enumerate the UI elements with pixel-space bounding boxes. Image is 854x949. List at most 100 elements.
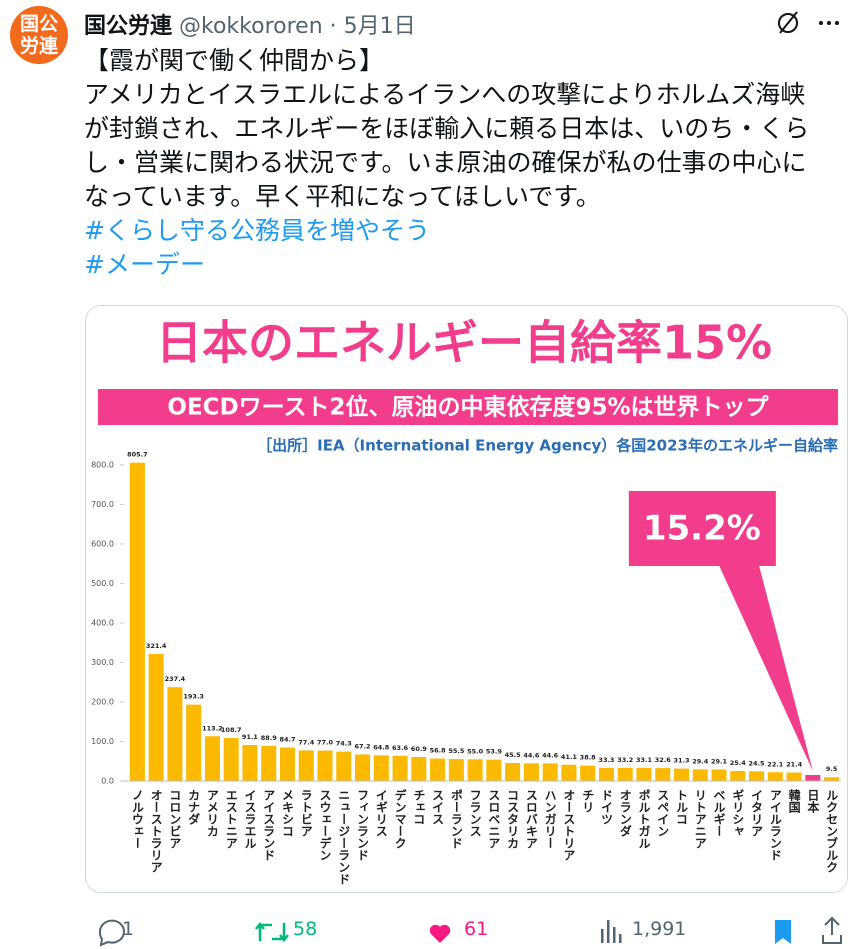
y-tick-label: 200.0 [91, 697, 114, 706]
value-label: 32.6 [655, 756, 672, 764]
repost-icon[interactable] [255, 921, 289, 943]
bar [448, 759, 464, 781]
x-tick-label: オーストラリア [149, 789, 163, 873]
bar [561, 764, 577, 781]
bar [674, 768, 690, 781]
x-tick-label: リトアニア [693, 789, 707, 849]
value-label: 53.9 [486, 748, 503, 756]
bar [467, 759, 483, 781]
display-name[interactable]: 国公労連 [84, 14, 173, 39]
body-line: 【霞が関で働く仲間から】 [84, 46, 385, 75]
bar [580, 765, 596, 781]
bar [204, 736, 220, 781]
hashtag[interactable]: #くらし守る公務員を増やそう [84, 216, 430, 245]
bar [711, 769, 727, 781]
value-label: 77.4 [298, 738, 315, 746]
callout-pointer [718, 565, 813, 771]
value-label: 64.8 [373, 743, 390, 751]
y-tick-label: 400.0 [91, 618, 114, 627]
view-count: 1,991 [632, 918, 687, 940]
y-tick-label: 500.0 [91, 579, 114, 588]
x-tick-label: ハンガリー [543, 789, 557, 849]
hashtag[interactable]: #メーデー [84, 250, 205, 279]
x-tick-label: アイルランド [768, 789, 782, 861]
value-label: 805.7 [127, 451, 148, 459]
value-label: 77.0 [317, 739, 334, 747]
bar [486, 759, 502, 781]
tweet-body: 【霞が関で働く仲間から】 アメリカとイスラエルによるイランへの攻撃によりホルムズ海… [84, 44, 809, 282]
like-icon[interactable] [429, 924, 451, 943]
value-label: 21.4 [786, 761, 803, 769]
more-icon[interactable] [819, 21, 839, 25]
x-tick-label: エストニア [224, 789, 238, 849]
value-label: 38.8 [580, 754, 597, 762]
value-label: 29.4 [692, 757, 709, 765]
bar [617, 767, 633, 781]
bar [692, 769, 708, 781]
chart-source: ［出所］IEA（International Energy Agency）各国20… [257, 437, 838, 455]
x-tick-label: ルクセンブルク [825, 789, 839, 873]
bar [355, 754, 371, 781]
x-tick-label: フランス [468, 789, 482, 837]
bar [505, 763, 521, 781]
bar [749, 771, 765, 781]
views-icon[interactable] [601, 920, 622, 943]
tweet-header: 国公労連 @kokkororen · 5月1日 [84, 8, 416, 40]
bar [392, 755, 408, 781]
bar [805, 774, 821, 781]
x-tick-label: デンマーク [393, 788, 407, 849]
value-label: 25.4 [730, 759, 747, 767]
value-label: 55.5 [448, 747, 465, 755]
date[interactable]: 5月1日 [343, 14, 416, 39]
bar [336, 751, 352, 781]
x-tick-label: アイスランド [262, 789, 276, 861]
value-label: 108.7 [221, 726, 242, 734]
value-label: 63.6 [392, 744, 409, 752]
bar [767, 772, 783, 781]
separator: · [329, 14, 337, 39]
bar [186, 704, 202, 781]
avatar[interactable]: 国公労連 [10, 6, 68, 64]
grok-icon[interactable] [778, 11, 798, 34]
y-tick-label: 600.0 [91, 539, 114, 548]
value-label: 22.1 [767, 760, 784, 768]
value-label: 31.3 [673, 757, 689, 765]
value-label: 74.3 [336, 740, 352, 748]
handle[interactable]: @kokkororen [179, 14, 323, 39]
share-icon[interactable] [822, 916, 842, 944]
bar [411, 756, 427, 781]
bar [167, 687, 183, 781]
value-label: 91.1 [242, 733, 259, 741]
value-label: 29.1 [711, 758, 728, 766]
value-label: 45.5 [505, 751, 522, 759]
y-tick-label: 800.0 [91, 460, 114, 469]
callout-label: 15.2% [643, 509, 761, 549]
bar [148, 654, 164, 781]
x-tick-label: スウェーデン [318, 789, 332, 861]
x-tick-label: アメリカ [205, 789, 219, 837]
image-card[interactable]: 日本のエネルギー自給率15% OECDワースト2位、原油の中東依存度95%は世界… [85, 305, 848, 893]
x-tick-label: イタリア [750, 789, 764, 837]
y-tick-label: 0.0 [101, 777, 114, 786]
action-bar [98, 916, 842, 947]
repost-count: 58 [293, 918, 318, 940]
bar [430, 758, 446, 781]
reply-icon[interactable] [98, 919, 125, 947]
bar [655, 768, 671, 781]
x-tick-label: スペイン [656, 789, 670, 837]
value-label: 84.7 [279, 736, 295, 744]
body-line: が封鎖され、エネルギーをほぼ輸入に頼る日本は、いのち・くら [84, 114, 810, 143]
x-tick-label: スロベニア [487, 789, 501, 849]
value-label: 67.2 [355, 742, 371, 750]
chart: 日本のエネルギー自給率15% OECDワースト2位、原油の中東依存度95%は世界… [86, 306, 847, 892]
body-line: し・営業に関わる状況です。いま原油の確保が私の仕事の中心に [84, 148, 807, 177]
value-label: 237.4 [165, 675, 186, 683]
bar [223, 738, 239, 781]
bar [824, 777, 840, 781]
bar [786, 772, 802, 781]
value-label: 33.2 [617, 756, 633, 764]
x-tick-label: 日本 [806, 789, 820, 814]
bookmark-icon[interactable] [775, 920, 791, 944]
x-tick-label: ベルギー [712, 789, 726, 837]
value-label: 41.1 [561, 753, 578, 761]
